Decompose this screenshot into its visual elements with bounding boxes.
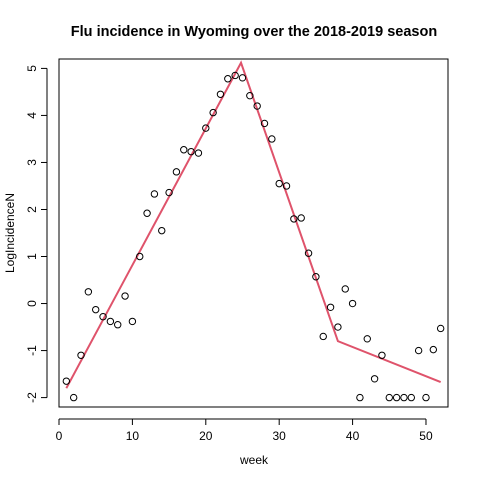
data-point	[209, 108, 217, 117]
x-tick-label: 30	[273, 429, 287, 443]
data-point	[297, 214, 305, 222]
plot-frame	[58, 58, 449, 408]
x-axis-label: week	[239, 453, 269, 467]
data-point	[400, 393, 408, 402]
data-point	[268, 135, 276, 143]
chart-title: Flu incidence in Wyoming over the 2018-2…	[71, 24, 437, 40]
data-point	[429, 345, 438, 354]
data-point	[319, 332, 327, 341]
data-points-layer	[62, 71, 445, 402]
y-tick-label: 2	[25, 206, 39, 213]
y-axis: -2 -1 0 1 2 3 4 5	[25, 65, 48, 403]
x-tick-label: 20	[199, 429, 213, 443]
y-tick-label: -2	[25, 392, 39, 403]
data-point	[312, 273, 320, 281]
data-point	[282, 182, 291, 190]
x-tick-label: 10	[126, 429, 140, 443]
data-point	[275, 179, 283, 188]
data-point	[436, 324, 445, 333]
data-point	[77, 351, 85, 359]
data-point	[348, 299, 357, 308]
data-point	[194, 149, 203, 157]
y-tick-label: 1	[25, 253, 39, 260]
data-point	[414, 346, 423, 355]
data-point	[84, 288, 93, 296]
data-point	[150, 190, 159, 198]
data-point	[114, 321, 122, 329]
data-point	[180, 146, 188, 154]
data-point	[69, 393, 78, 402]
data-point	[106, 317, 115, 326]
data-point	[290, 215, 298, 223]
y-tick-label: 0	[25, 300, 39, 307]
x-tick-label: 50	[419, 429, 433, 443]
data-point	[158, 226, 166, 235]
fit-line	[65, 60, 442, 389]
y-axis-label: LogIncidenceN	[3, 193, 17, 273]
data-point	[165, 188, 173, 197]
data-point	[216, 90, 225, 98]
data-point	[121, 292, 129, 300]
data-point	[378, 351, 386, 359]
data-point	[136, 252, 144, 261]
y-tick-label: -1	[25, 345, 39, 356]
data-point	[187, 147, 195, 156]
y-tick-label: 5	[25, 65, 39, 72]
data-point	[407, 393, 415, 402]
data-point	[356, 393, 364, 402]
y-tick-label: 4	[25, 112, 39, 119]
data-point	[92, 305, 100, 314]
data-point	[260, 119, 269, 128]
x-axis: 0 10 20 30 40 50	[56, 418, 433, 443]
data-point	[370, 375, 379, 383]
y-tick-label: 3	[25, 159, 39, 166]
data-point	[62, 377, 71, 385]
data-point	[363, 335, 371, 343]
data-point	[202, 124, 210, 132]
data-point	[172, 168, 181, 176]
data-point	[253, 102, 261, 110]
data-point	[99, 313, 107, 321]
data-point	[392, 393, 401, 402]
x-tick-label: 0	[56, 429, 63, 443]
fit-line-layer	[65, 60, 442, 389]
data-point	[143, 209, 151, 217]
data-point	[304, 249, 313, 257]
data-point	[341, 285, 349, 293]
data-point	[422, 393, 430, 402]
data-point	[385, 393, 393, 402]
data-point	[238, 74, 247, 82]
data-point	[334, 323, 342, 331]
data-point	[326, 303, 335, 311]
data-point	[246, 91, 254, 100]
data-point	[231, 71, 239, 80]
x-tick-label: 40	[346, 429, 360, 443]
data-point	[128, 317, 137, 326]
data-point	[224, 75, 232, 83]
